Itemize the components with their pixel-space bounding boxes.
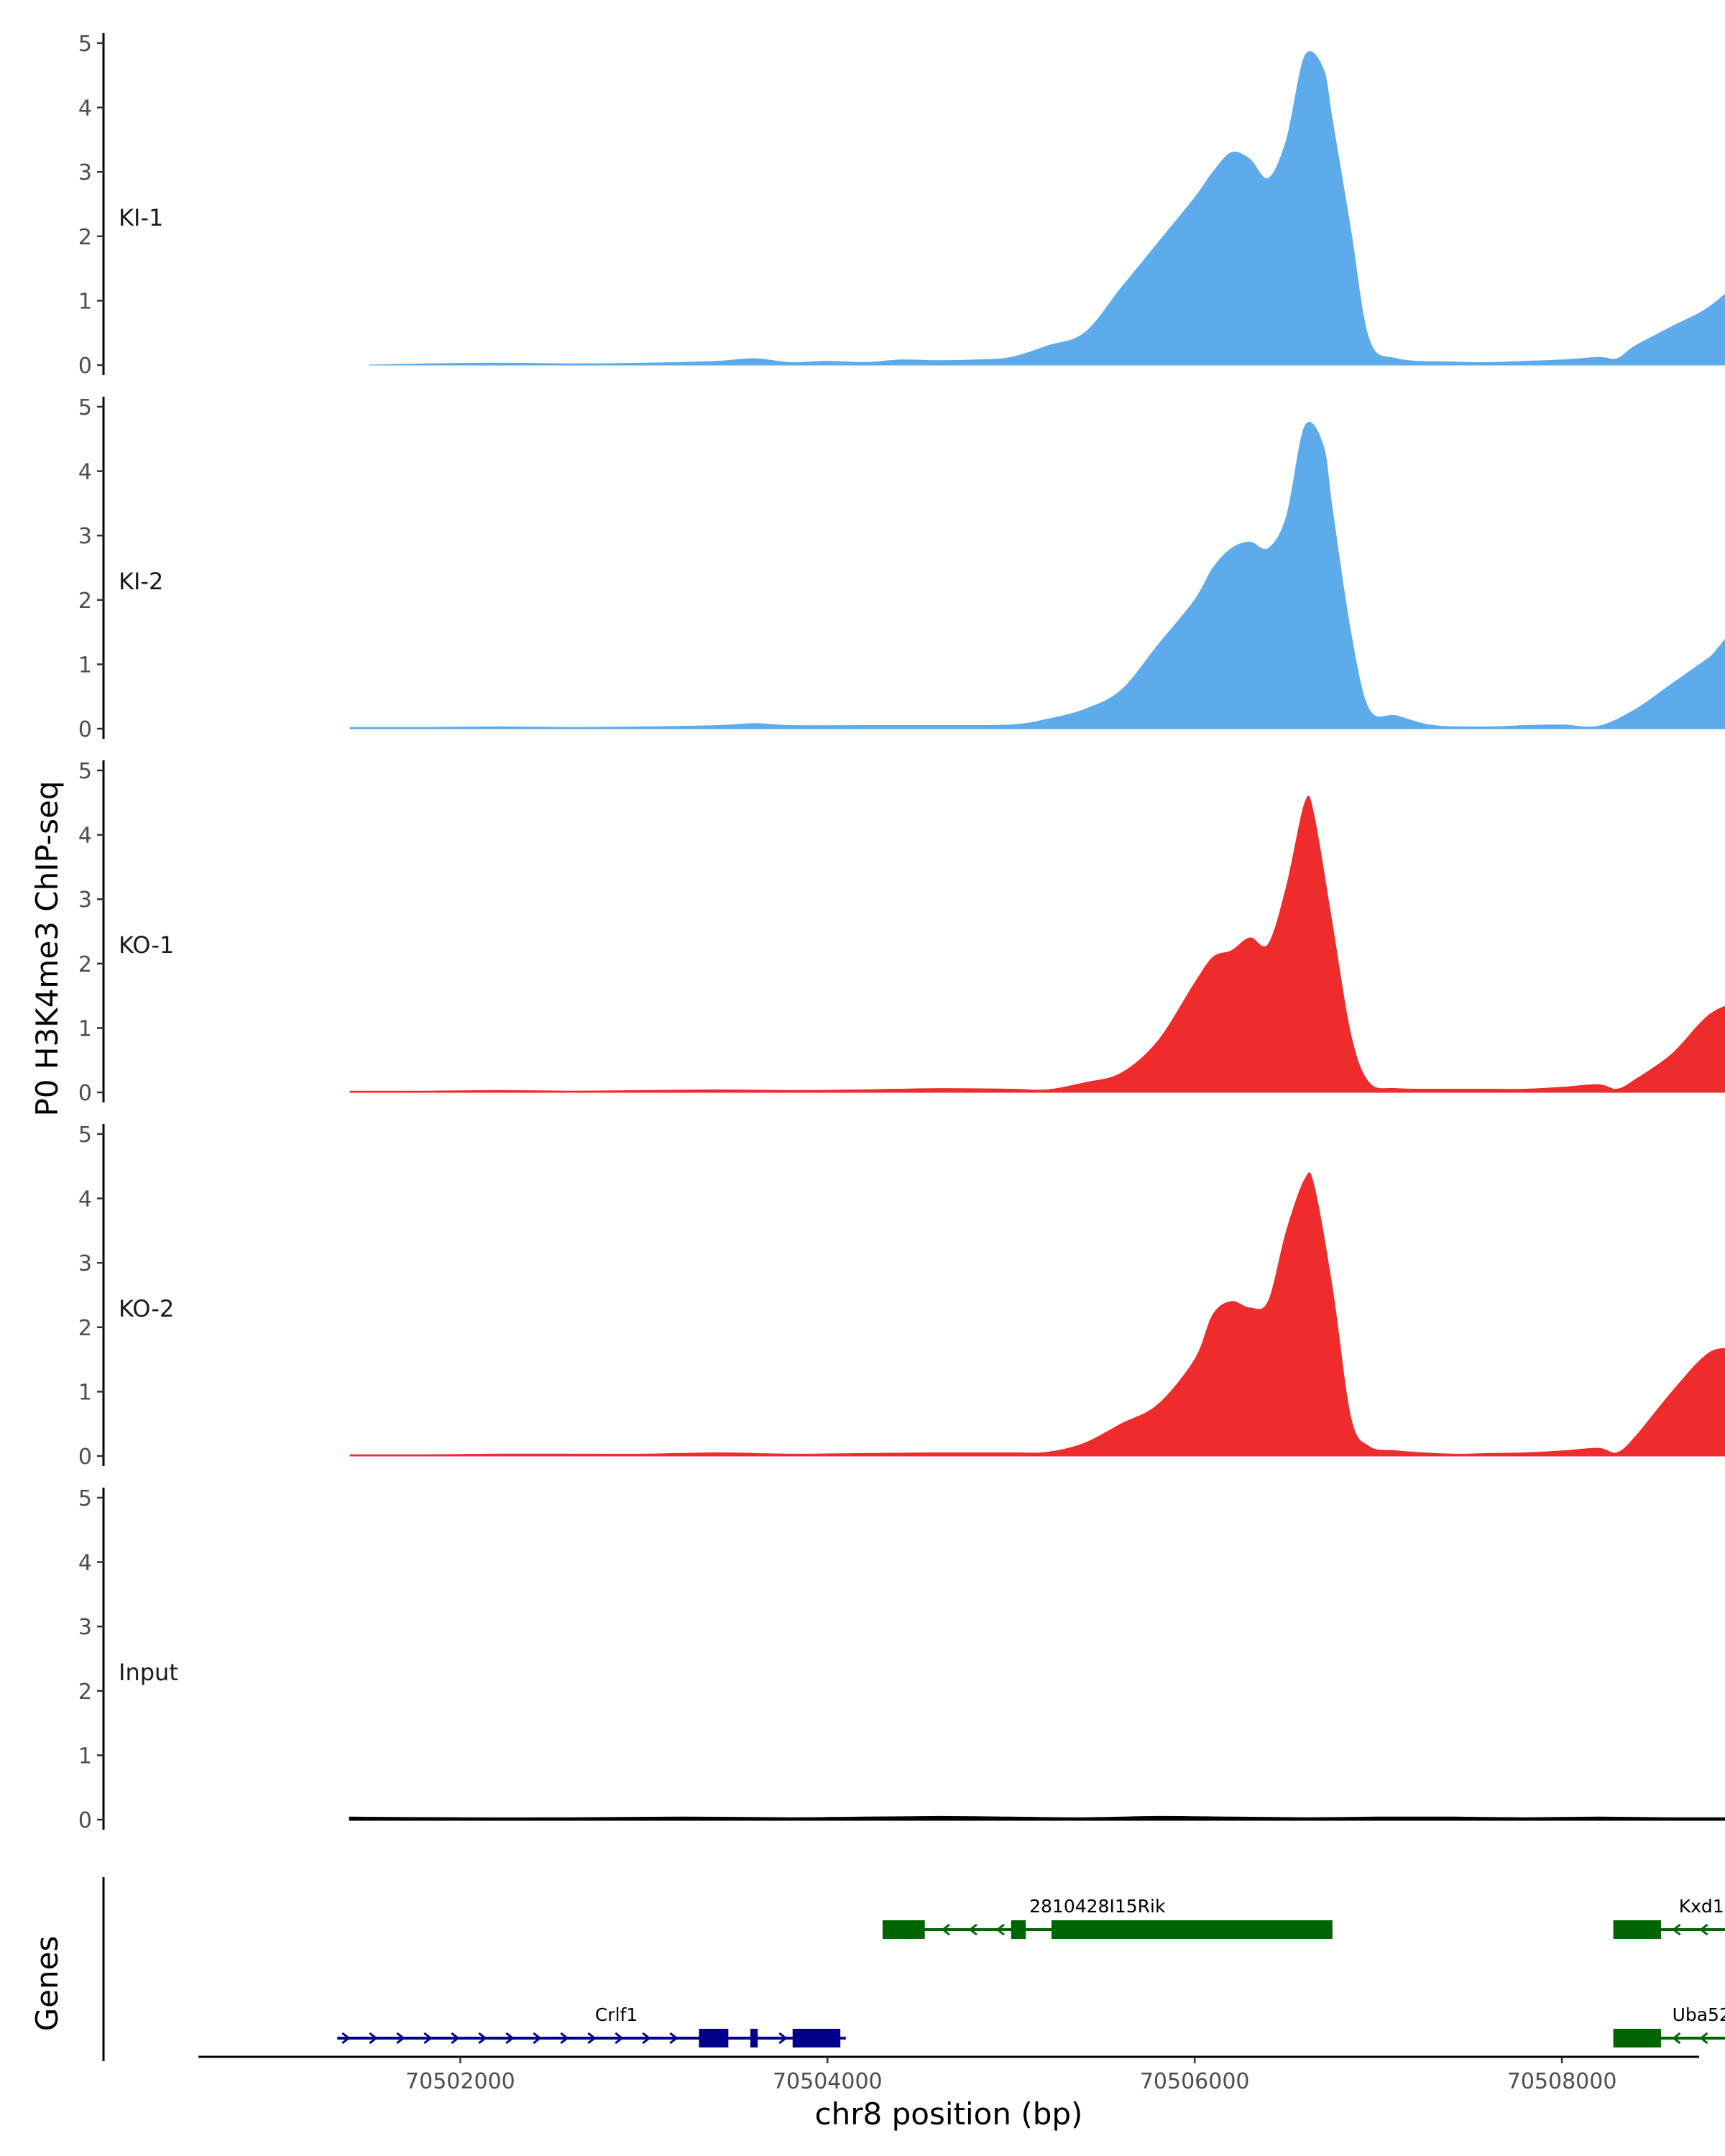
y-tick-label: 3 xyxy=(78,160,92,185)
x-axis-title: chr8 position (bp) xyxy=(815,2096,1083,2132)
track-label: Input xyxy=(119,1659,178,1686)
strand-arrow-icon xyxy=(615,2032,624,2045)
y-tick-label: 3 xyxy=(78,1251,92,1276)
strand-arrow-icon xyxy=(396,2032,405,2045)
y-tick-label: 2 xyxy=(78,1316,92,1341)
gene-exon xyxy=(750,2029,758,2047)
strand-arrow-icon xyxy=(533,2032,542,2045)
x-tick-label: 70506000 xyxy=(1140,2069,1250,2094)
y-tick-label: 2 xyxy=(78,952,92,977)
strand-arrow-icon xyxy=(995,1923,1005,1936)
x-tick-label: 70502000 xyxy=(405,2069,515,2094)
x-axis: 70502000 70504000 70506000 70508000 xyxy=(198,2055,1699,2094)
gene-2810428i15rik: 2810428I15Rik xyxy=(882,1896,1333,1939)
gene-kxd1: Kxd1 xyxy=(1613,1896,1725,1939)
signal-area-ki-1 xyxy=(368,51,1725,366)
y-tick-label: 5 xyxy=(78,395,92,420)
track-label: KI-2 xyxy=(119,568,163,595)
y-tick-label: 1 xyxy=(78,653,92,678)
strand-arrow-icon xyxy=(451,2032,460,2045)
y-axis-title: P0 H3K4me3 ChIP-seq xyxy=(29,780,65,1116)
strand-arrow-icon xyxy=(560,2032,569,2045)
gene-exon xyxy=(1011,1920,1026,1939)
gene-exon xyxy=(1613,1920,1662,1939)
track-ko-2: 0 1 2 3 4 5 KO-2 xyxy=(78,1123,1725,1470)
y-tick-label: 0 xyxy=(78,1808,92,1833)
y-tick-label: 0 xyxy=(78,354,92,379)
y-tick-label: 4 xyxy=(78,824,92,849)
gene-label: Uba52 xyxy=(1673,2004,1725,2025)
strand-arrow-icon xyxy=(505,2032,515,2045)
y-tick-label: 3 xyxy=(78,524,92,549)
signal-area-input xyxy=(349,1815,1725,1821)
strand-arrow-icon xyxy=(642,2032,651,2045)
track-input: 0 1 2 3 4 5 Input xyxy=(78,1486,1725,1833)
strand-arrow-icon xyxy=(1699,2032,1708,2045)
y-tick-label: 4 xyxy=(78,96,92,121)
track-label: KI-1 xyxy=(119,204,163,231)
y-tick-label: 1 xyxy=(78,1743,92,1769)
y-tick-label: 4 xyxy=(78,1551,92,1576)
y-tick-label: 1 xyxy=(78,1380,92,1405)
strand-arrow-icon xyxy=(1672,1923,1681,1936)
track-ki-1: 0 1 2 3 4 5 KI-1 xyxy=(78,32,1725,379)
y-tick-label: 1 xyxy=(78,1016,92,1041)
y-tick-label: 5 xyxy=(78,759,92,784)
gene-exon xyxy=(792,2029,841,2047)
y-tick-label: 0 xyxy=(78,1445,92,1470)
y-tick-label: 1 xyxy=(78,289,92,314)
strand-arrow-icon xyxy=(369,2032,378,2045)
signal-area-ki-2 xyxy=(349,421,1725,729)
y-tick-label: 4 xyxy=(78,460,92,485)
gene-uba52: Uba52 xyxy=(1613,2004,1725,2047)
y-tick-label: 5 xyxy=(78,32,92,57)
strand-arrow-icon xyxy=(669,2032,678,2045)
gene-label: Kxd1 xyxy=(1679,1896,1724,1917)
strand-arrow-icon xyxy=(423,2032,433,2045)
y-tick-label: 2 xyxy=(78,225,92,250)
track-label: KO-2 xyxy=(119,1295,174,1322)
genes-panel: 2810428I15Rik Kxd1 Crlf1 Uba52 xyxy=(102,1877,1725,2061)
tracks-layer: 0 1 2 3 4 5 KI-1 0 1 2 3 4 5 KI-2 0 1 2 3 4 5 KO-1 0 1 2 3 4 5 KO-2… xyxy=(78,32,1725,1833)
strand-arrow-icon xyxy=(968,1923,978,1936)
gene-exon xyxy=(1051,1920,1333,1939)
gene-label: 2810428I15Rik xyxy=(1029,1896,1166,1917)
y-tick-label: 5 xyxy=(78,1123,92,1148)
gene-exon xyxy=(882,1920,925,1939)
x-tick-label: 70504000 xyxy=(773,2069,883,2094)
y-tick-label: 0 xyxy=(78,717,92,742)
y-tick-label: 3 xyxy=(78,1615,92,1640)
y-tick-label: 2 xyxy=(78,1680,92,1705)
y-tick-label: 3 xyxy=(78,888,92,913)
strand-arrow-icon xyxy=(587,2032,597,2045)
strand-arrow-icon xyxy=(478,2032,487,2045)
signal-area-ko-2 xyxy=(349,1172,1725,1457)
track-ki-2: 0 1 2 3 4 5 KI-2 xyxy=(78,395,1725,742)
gene-exon xyxy=(1613,2029,1662,2047)
y-tick-label: 2 xyxy=(78,589,92,614)
y-tick-label: 5 xyxy=(78,1486,92,1511)
y-tick-label: 4 xyxy=(78,1187,92,1212)
strand-arrow-icon xyxy=(1699,1923,1708,1936)
track-ko-1: 0 1 2 3 4 5 KO-1 xyxy=(78,759,1725,1106)
strand-arrow-icon xyxy=(1672,2032,1681,2045)
strand-arrow-icon xyxy=(941,1923,950,1936)
x-tick-label: 70508000 xyxy=(1507,2069,1617,2094)
strand-arrow-icon xyxy=(341,2032,351,2045)
signal-area-ko-1 xyxy=(349,796,1725,1093)
gene-crlf1: Crlf1 xyxy=(337,2004,846,2047)
strand-arrow-icon xyxy=(778,2032,788,2045)
genes-axis-title: Genes xyxy=(29,1936,65,2032)
gene-exon xyxy=(699,2029,729,2047)
y-tick-label: 0 xyxy=(78,1081,92,1106)
track-label: KO-1 xyxy=(119,931,174,959)
gene-label: Crlf1 xyxy=(595,2004,638,2025)
